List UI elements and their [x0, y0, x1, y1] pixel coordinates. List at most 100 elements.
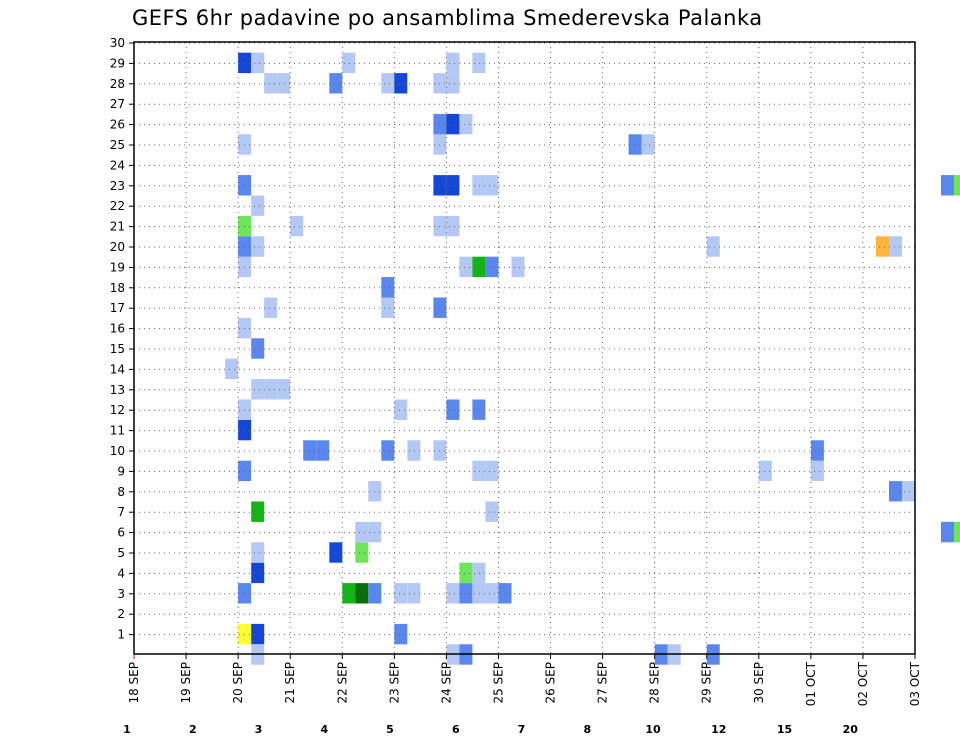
precip-cell	[407, 440, 421, 461]
y-tick-label: 12	[110, 403, 125, 417]
y-tick-label: 27	[110, 97, 125, 111]
y-tick-label: 6	[117, 526, 125, 540]
y-tick-label: 8	[117, 485, 125, 499]
y-tick-label: 5	[117, 546, 125, 560]
colorbar-label: 7	[518, 723, 526, 736]
precip-cell	[954, 521, 960, 543]
x-tick-label: 28 SEP	[648, 662, 662, 704]
precip-cell	[264, 379, 278, 400]
colorbar-label: 5	[386, 723, 394, 736]
x-tick-label: 27 SEP	[596, 662, 610, 704]
precip-cell	[251, 623, 265, 645]
colorbar-label: 1	[123, 723, 131, 736]
precip-cell	[394, 623, 408, 645]
precip-cell	[485, 460, 499, 482]
precip-cell	[472, 399, 486, 420]
precip-cell	[472, 175, 486, 196]
precip-cell	[342, 583, 356, 604]
precip-cell	[459, 583, 473, 604]
plot-frame	[133, 41, 916, 655]
y-tick-label: 23	[110, 179, 125, 193]
colorbar-label: 15	[777, 723, 792, 736]
precip-cell	[446, 73, 460, 94]
colorbar-label: 12	[711, 723, 726, 736]
precip-cell	[433, 215, 447, 237]
x-tick-label: 29 SEP	[700, 662, 714, 704]
x-tick-label: 22 SEP	[335, 662, 349, 704]
precip-cell	[485, 501, 499, 522]
precip-cell	[485, 256, 499, 278]
precip-cell	[355, 583, 369, 604]
precip-cell	[472, 583, 486, 604]
x-tick-label: 19 SEP	[179, 662, 193, 704]
precip-cell	[381, 73, 395, 94]
data-cells	[225, 52, 960, 665]
precip-cell	[628, 134, 642, 155]
y-tick-label: 19	[110, 260, 125, 274]
precip-cell	[290, 215, 304, 237]
y-tick-label: 3	[117, 587, 125, 601]
precip-cell	[446, 215, 460, 237]
y-tick-label: 20	[110, 240, 125, 254]
precip-cell	[251, 338, 265, 359]
y-tick-label: 18	[110, 281, 125, 295]
y-tick-label: 22	[110, 199, 125, 213]
precip-cell	[758, 460, 772, 482]
precip-cell	[459, 113, 473, 135]
precip-cell	[342, 52, 356, 74]
precip-cell	[251, 236, 265, 257]
precip-cell	[941, 175, 954, 196]
precip-cell	[876, 236, 889, 257]
y-tick-label: 24	[110, 158, 125, 172]
y-tick-label: 16	[110, 322, 125, 336]
precip-cell	[902, 481, 915, 502]
precip-cell	[251, 562, 265, 584]
precip-cell	[511, 256, 525, 278]
precip-cell	[238, 215, 252, 237]
precip-cell	[329, 542, 343, 563]
y-tick-label: 15	[110, 342, 125, 356]
precip-cell	[381, 440, 395, 461]
precip-cell	[810, 440, 824, 461]
x-tick-label: 26 SEP	[544, 662, 558, 704]
x-axis: 18 SEP 19 SEP 20 SEP 21 SEP 22 SEP 23 SEP 24 S…	[127, 654, 922, 706]
x-tick-label: 18 SEP	[127, 662, 141, 704]
precip-cell	[394, 399, 408, 420]
chart-title: GEFS 6hr padavine po ansamblima Smederev…	[132, 6, 763, 30]
y-axis: 1234567891011121314151617181920212223242…	[110, 36, 134, 642]
precip-cell	[355, 542, 369, 563]
colorbar: 1 2 3 4 5 6 7 8 10 12 15 20	[123, 723, 858, 736]
precip-cell	[889, 236, 902, 257]
y-tick-label: 28	[110, 77, 125, 91]
x-tick-label: 01 OCT	[804, 661, 818, 706]
precip-cell	[446, 583, 460, 604]
y-tick-label: 13	[110, 383, 125, 397]
y-tick-label: 4	[117, 566, 125, 580]
y-tick-label: 17	[110, 301, 125, 315]
precip-cell	[485, 175, 499, 196]
colorbar-label: 8	[583, 723, 591, 736]
y-tick-label: 7	[117, 505, 125, 519]
precip-cell	[641, 134, 655, 155]
colorbar-label: 10	[645, 723, 661, 736]
x-tick-label: 24 SEP	[439, 662, 453, 704]
x-tick-label: 20 SEP	[231, 662, 245, 704]
y-tick-label: 29	[110, 56, 125, 70]
precip-cell	[238, 419, 252, 441]
precip-cell	[277, 379, 291, 400]
x-tick-label: 25 SEP	[492, 662, 506, 704]
precip-cell	[238, 317, 252, 339]
y-tick-label: 21	[110, 220, 125, 234]
precip-cell	[251, 542, 265, 563]
y-tick-label: 26	[110, 118, 125, 132]
precip-cell	[277, 73, 291, 94]
precip-cell	[459, 562, 473, 584]
y-tick-label: 11	[110, 424, 125, 438]
precip-cell	[472, 256, 486, 278]
y-tick-label: 1	[117, 628, 125, 642]
x-tick-label: 03 OCT	[908, 661, 922, 706]
precip-cell	[472, 460, 486, 482]
precip-cell	[264, 297, 278, 318]
x-tick-label: 23 SEP	[387, 662, 401, 704]
